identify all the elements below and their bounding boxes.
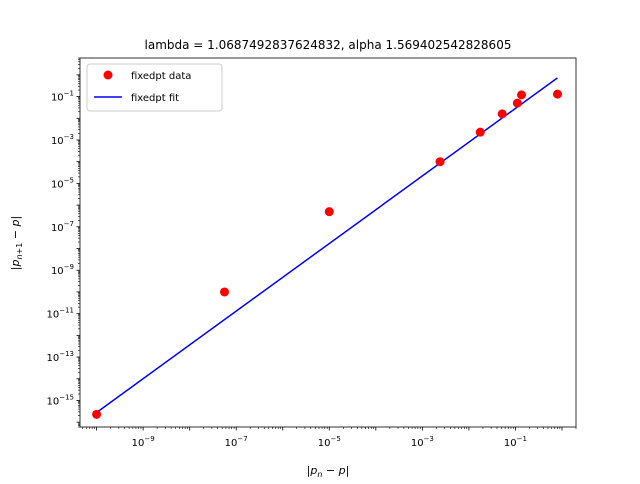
data-point bbox=[497, 109, 507, 119]
chart-title: lambda = 1.0687492837624832, alpha 1.569… bbox=[145, 38, 512, 52]
axes-frame bbox=[79, 57, 577, 428]
data-point bbox=[324, 207, 334, 217]
y-tick-label: 10−15 bbox=[46, 393, 74, 407]
y-tick-label: 10−11 bbox=[46, 307, 74, 321]
y-axis-label: |pn+1 − p| bbox=[9, 216, 24, 271]
x-axis-label: |pn − p| bbox=[307, 464, 350, 479]
data-point bbox=[92, 409, 102, 419]
x-tick-label: 10−7 bbox=[225, 435, 248, 449]
legend-box bbox=[86, 63, 223, 112]
legend-label-fit: fixedpt fit bbox=[131, 93, 179, 104]
data-point bbox=[517, 90, 527, 100]
y-tick-label: 10−9 bbox=[51, 263, 74, 277]
y-tick-label: 10−13 bbox=[46, 350, 74, 364]
y-tick-label: 10−5 bbox=[51, 176, 74, 190]
x-tick-label: 10−3 bbox=[411, 435, 434, 449]
legend-label-data: fixedpt data bbox=[131, 71, 191, 82]
legend: fixedpt data fixedpt fit bbox=[86, 63, 223, 112]
y-tick-label: 10−1 bbox=[51, 90, 74, 104]
data-point bbox=[219, 287, 229, 297]
y-tick-label: 10−7 bbox=[51, 220, 74, 234]
data-point bbox=[552, 89, 562, 99]
x-tick-label: 10−1 bbox=[504, 435, 527, 449]
plot-layer: 10−9 10−7 10−5 10−3 10−1 10−15 10−13 10−11 10−9 1… bbox=[46, 57, 577, 449]
y-tick-label: 10−3 bbox=[51, 133, 74, 147]
legend-marker-data bbox=[103, 70, 113, 80]
data-point bbox=[512, 98, 522, 108]
x-tick-label: 10−9 bbox=[132, 435, 155, 449]
data-point bbox=[435, 157, 445, 167]
x-tick-label: 10−5 bbox=[318, 435, 341, 449]
data-point bbox=[475, 127, 485, 137]
